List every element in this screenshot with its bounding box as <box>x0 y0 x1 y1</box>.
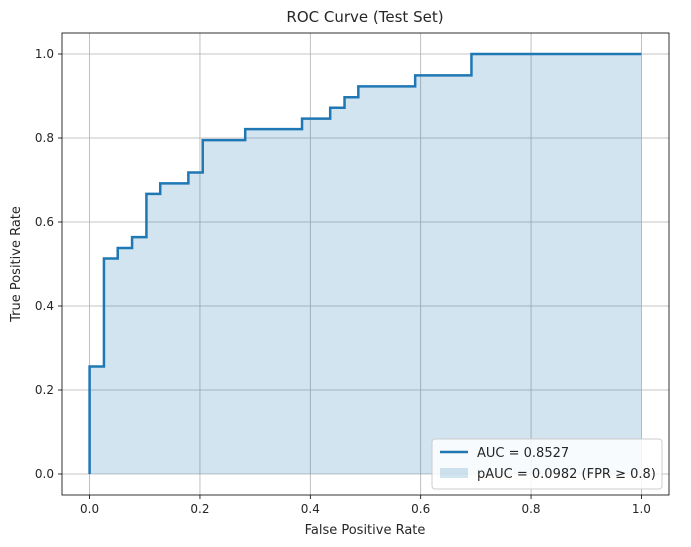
y-ticks: 0.0 0.2 0.4 0.6 0.8 1.0 <box>35 47 62 481</box>
legend: AUC = 0.8527 pAUC = 0.0982 (FPR ≥ 0.8) <box>431 438 663 490</box>
y-tick-label: 1.0 <box>35 47 54 61</box>
x-axis-label: False Positive Rate <box>305 523 426 538</box>
legend-label-auc: AUC = 0.8527 <box>477 446 569 461</box>
roc-curve-line <box>88 52 642 474</box>
y-tick-label: 0.8 <box>35 131 54 145</box>
grid <box>62 33 669 495</box>
legend-label-pauc: pAUC = 0.0982 (FPR ≥ 0.8) <box>477 467 656 482</box>
chart-title: ROC Curve (Test Set) <box>286 8 443 26</box>
legend-fill-swatch <box>440 468 468 478</box>
y-axis-label: True Positive Rate <box>9 206 24 323</box>
pauc-fill-area <box>89 54 642 474</box>
legend-box <box>431 438 663 490</box>
x-tick-label: 0.8 <box>521 502 540 516</box>
axes-frame <box>61 32 670 496</box>
fill-layer <box>89 54 642 474</box>
y-tick-label: 0.2 <box>35 383 54 397</box>
x-tick-label: 0.4 <box>301 502 320 516</box>
x-ticks: 0.0 0.2 0.4 0.6 0.8 1.0 <box>80 495 651 516</box>
y-tick-label: 0.0 <box>35 467 54 481</box>
y-tick-label: 0.4 <box>35 299 54 313</box>
x-tick-label: 0.6 <box>411 502 430 516</box>
x-tick-label: 0.2 <box>190 502 209 516</box>
x-tick-label: 0.0 <box>80 502 99 516</box>
line-layer <box>88 52 642 474</box>
x-tick-label: 1.0 <box>632 502 651 516</box>
y-tick-label: 0.6 <box>35 215 54 229</box>
